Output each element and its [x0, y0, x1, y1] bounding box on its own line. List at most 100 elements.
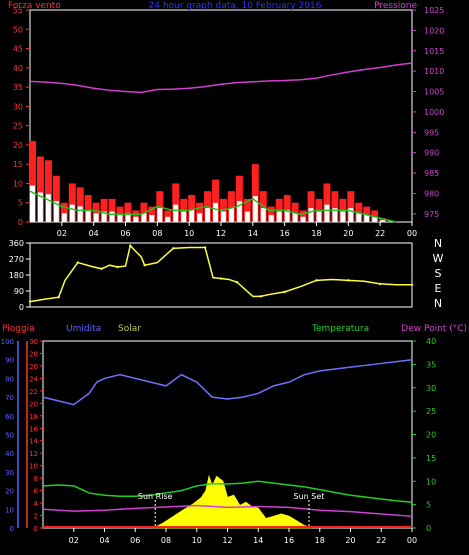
wind-speed-bar [101, 211, 107, 222]
top-left-tick-label: 40 [13, 64, 23, 73]
rain-tick-label: 26 [29, 363, 38, 371]
wind-gust-bar [60, 202, 68, 222]
wind-speed-bar [244, 211, 250, 222]
top-left-tick-label: 20 [13, 141, 23, 150]
top-plot-frame [29, 9, 413, 223]
wind-gust-bar [379, 218, 387, 222]
wind-direction-point [28, 300, 32, 303]
wind-speed-bar [30, 185, 35, 222]
wind-speed-bar [165, 216, 171, 222]
wind-speed-bar [364, 215, 370, 222]
wind-direction-point [57, 296, 60, 299]
wind-speed-bar [236, 201, 242, 222]
top-x-tick-label: 04 [89, 229, 99, 238]
wind-gust-bar [323, 183, 331, 222]
wind-gust-bar [188, 195, 196, 222]
wind-gust-bar [132, 210, 140, 222]
top-right-tick-label: 1025 [424, 6, 444, 15]
wind-speed-bar [340, 211, 346, 222]
humidity-axis-title: Umidita [66, 324, 101, 334]
top-x-tick-label: 22 [375, 229, 385, 238]
humidity-tick-label: 100 [1, 338, 14, 346]
solar-axis-title: Solar [118, 324, 141, 334]
direction-tick-label: 360 [9, 239, 24, 248]
direction-tick-label: 270 [9, 255, 24, 264]
humidity-tick-label: 60 [5, 413, 14, 421]
sunset-label: Sun Set [294, 492, 325, 501]
wind-speed-bar [260, 208, 266, 222]
wind-speed-bar [141, 213, 147, 222]
temp-tick-label: 0 [426, 524, 431, 533]
wind-direction-point [235, 280, 239, 284]
wind-gust-bar [44, 160, 52, 222]
wind-gust-bar [283, 195, 291, 222]
wind-speed-bar [69, 204, 75, 222]
wind-gust-bar [235, 175, 243, 222]
wind-gust-bar [36, 156, 44, 222]
top-right-tick-label: 990 [424, 149, 439, 158]
top-x-tick-label: 14 [248, 229, 258, 238]
wind-gust-bar [196, 202, 204, 222]
wind-speed-bar [37, 192, 43, 222]
top-right-tick-label: 1010 [424, 67, 444, 76]
temp-tick-label: 35 [426, 360, 436, 369]
wind-direction-point [219, 277, 223, 280]
wind-speed-bar [149, 215, 155, 222]
wind-gust-bar [108, 198, 116, 222]
humidity-tick-label: 40 [5, 450, 14, 458]
temp-axis-title: Temperatura [311, 324, 369, 334]
wind-speed-bar [197, 213, 203, 222]
wind-gust-bar [100, 198, 108, 222]
wind-speed-bar [93, 213, 99, 222]
wind-gust-bar [251, 164, 259, 222]
direction-plot-frame [29, 242, 413, 308]
rain-tick-label: 10 [29, 463, 38, 471]
wind-gust-bar [299, 210, 307, 222]
wind-speed-bar [77, 206, 83, 222]
wind-gust-bar [212, 179, 219, 222]
wind-speed-bar [356, 213, 362, 222]
wind-gust-bar [227, 191, 235, 222]
wind-speed-bar [45, 194, 51, 222]
humidity-tick-label: 70 [5, 394, 14, 402]
dewpoint-axis-title: Dew Point (°C) [401, 324, 467, 334]
wind-speed-bar [316, 211, 322, 222]
wind-gust-bar [84, 195, 92, 222]
compass-label: N [434, 237, 442, 250]
temp-tick-label: 25 [426, 407, 436, 416]
wind-speed-bar [213, 202, 218, 222]
wind-speed-bar [125, 213, 131, 222]
wind-average-line [29, 190, 397, 223]
wind-speed-bar [380, 220, 386, 222]
wind-speed-bar [308, 208, 314, 222]
rain-tick-label: 0 [34, 525, 38, 533]
bottom-x-tick-label: 04 [99, 536, 109, 545]
rain-tick-label: 8 [34, 475, 38, 483]
temp-tick-label: 20 [426, 431, 436, 440]
top-left-tick-label: 5 [18, 199, 23, 208]
wind-direction-point [129, 244, 132, 247]
top-right-tick-label: 975 [424, 210, 439, 219]
compass-label: E [435, 282, 442, 295]
wind-direction-point [172, 247, 175, 250]
wind-direction-point [116, 265, 119, 269]
top-x-tick-label: 10 [184, 229, 194, 238]
humidity-tick-label: 50 [5, 432, 14, 440]
wind-gust-bar [347, 191, 355, 222]
top-left-tick-label: 25 [13, 122, 23, 131]
humidity-tick-label: 0 [10, 525, 14, 533]
top-left-tick-label: 45 [13, 45, 23, 54]
wind-speed-bar [109, 211, 115, 222]
top-left-tick-label: 35 [13, 83, 23, 92]
top-right-tick-label: 995 [424, 128, 439, 137]
wind-speed-bar [292, 213, 298, 222]
wind-direction-point [315, 279, 318, 282]
wind-gust-bar [164, 210, 172, 222]
direction-tick-label: 180 [9, 271, 24, 280]
wind-axis-title: Forza vento [8, 1, 61, 11]
wind-speed-bar [133, 216, 139, 222]
wind-direction-line [29, 244, 412, 303]
wind-speed-bar [332, 208, 338, 222]
rain-tick-label: 2 [34, 513, 38, 521]
